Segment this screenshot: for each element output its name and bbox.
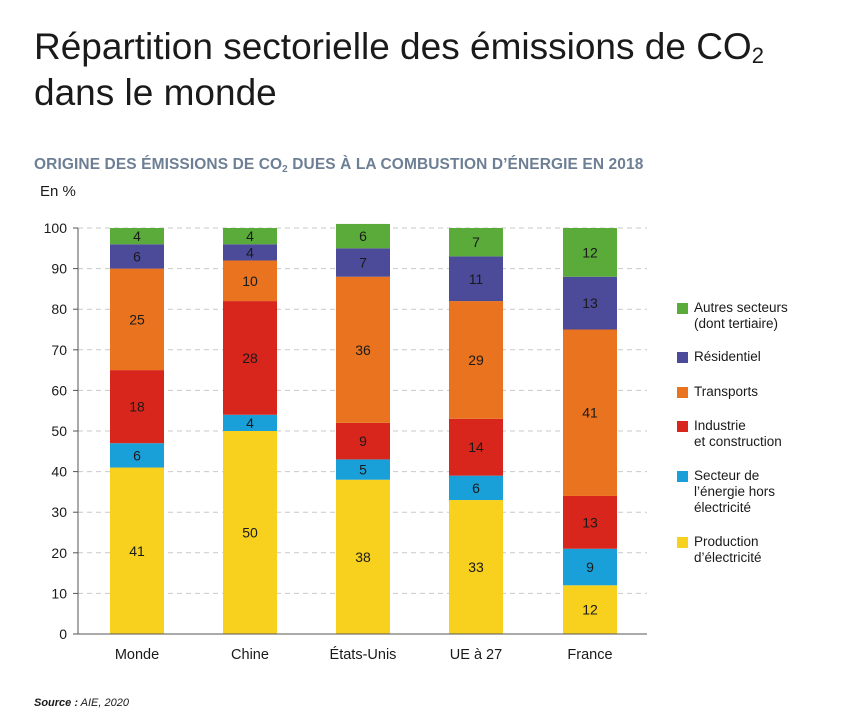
legend-label: Secteur de l’énergie hors électricité [694,468,776,515]
legend-swatch [677,421,688,432]
legend-swatch [677,471,688,482]
data-label: 25 [129,311,145,327]
y-tick-label: 70 [51,342,67,358]
data-label: 12 [582,244,598,260]
x-tick-label: États-Unis [330,646,397,663]
bar-segment [563,228,617,277]
bar-segment [336,223,390,249]
data-label: 41 [129,543,145,559]
legend-swatch [677,352,688,363]
legend-swatch [677,387,688,398]
bar-segment [336,479,390,634]
y-tick-label: 80 [51,301,67,317]
bar-segment [563,329,617,496]
data-label: 4 [246,244,254,260]
bar-segment [563,276,617,330]
bar-segment [563,548,617,586]
y-tick-label: 90 [51,261,67,277]
y-tick-label: 10 [51,585,67,601]
bar-segment [110,244,164,269]
data-label: 33 [468,559,484,575]
data-label: 6 [133,248,141,264]
y-tick-label: 30 [51,504,67,520]
data-label: 28 [242,350,258,366]
data-label: 5 [359,462,367,478]
bar-segment [449,500,503,634]
page-title: Répartition sectorielle des émissions de… [34,26,764,113]
data-label: 12 [582,602,598,618]
x-tick-label: Monde [115,647,159,663]
bar-segment [110,467,164,634]
data-label: 4 [246,228,254,244]
legend-swatch [677,303,688,314]
y-tick-label: 0 [59,626,67,642]
x-tick-label: UE à 27 [450,647,502,663]
bar-segment [336,276,390,423]
data-label: 36 [355,342,371,358]
legend-label: Résidentiel [694,349,761,364]
source-note: Source : AIE, 2020 [34,697,129,709]
bar-segment [336,459,390,480]
bar-segment [336,248,390,277]
data-label: 6 [359,228,367,244]
unit-label: En % [40,183,76,200]
data-label: 9 [586,559,594,575]
bar-segment [110,228,164,245]
data-label: 4 [246,415,254,431]
bar-segment [449,301,503,419]
bar-segment [449,256,503,302]
y-tick-label: 60 [51,382,67,398]
bar-segment [223,301,277,415]
legend-swatch [677,537,688,548]
bar-segment [449,475,503,501]
bar-segment [223,228,277,245]
data-label: 7 [359,255,367,271]
bar-segment [110,443,164,468]
y-tick-label: 20 [51,545,67,561]
data-label: 18 [129,399,145,415]
legend-label: Industrie et construction [694,418,782,449]
data-label: 50 [242,525,258,541]
x-tick-label: Chine [231,647,269,663]
chart-subtitle: ORIGINE DES ÉMISSIONS DE CO2 DUES À LA C… [34,156,644,175]
bar-segment [110,268,164,371]
data-label: 41 [582,405,598,421]
legend-label: Autres secteurs (dont tertiaire) [694,300,788,331]
data-label: 6 [472,480,480,496]
bar-segment [563,585,617,634]
y-tick-label: 100 [44,220,68,236]
bar-segment [563,495,617,549]
data-label: 6 [133,447,141,463]
legend-label: Production d’électricité [694,534,762,565]
data-label: 29 [468,352,484,368]
data-label: 10 [242,273,258,289]
data-label: 14 [468,439,484,455]
data-label: 13 [582,514,598,530]
data-label: 38 [355,549,371,565]
data-label: 11 [469,271,484,287]
bar-segment [223,431,277,634]
bar-segment [110,370,164,444]
bar-segment [223,414,277,431]
bar-segment [449,228,503,257]
bar-segment [449,418,503,476]
y-tick-label: 40 [51,464,67,480]
bar-segment [223,244,277,261]
bar-segment [223,260,277,302]
data-label: 4 [133,228,141,244]
data-label: 9 [359,433,367,449]
data-label: 7 [472,234,480,250]
data-label: 13 [582,295,598,311]
x-tick-label: France [567,647,612,663]
y-tick-label: 50 [51,423,67,439]
bar-segment [336,422,390,460]
legend-label: Transports [694,384,759,399]
